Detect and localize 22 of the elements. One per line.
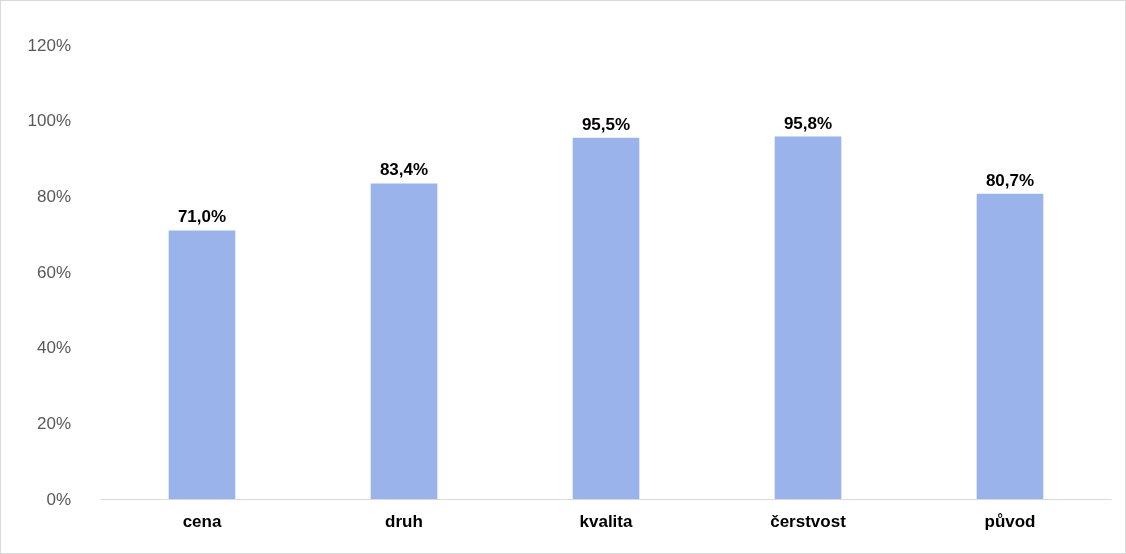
y-tick-label: 40%	[36, 338, 71, 358]
y-tick-label: 60%	[36, 262, 71, 282]
bar	[774, 136, 842, 499]
x-tick-label: čerstvost	[770, 512, 847, 531]
y-tick-label: 80%	[36, 186, 71, 206]
bar	[572, 137, 640, 499]
data-label: 71,0%	[177, 207, 227, 227]
data-label: 83,4%	[379, 160, 429, 180]
bar	[168, 230, 236, 499]
y-tick-label: 20%	[36, 413, 71, 433]
y-tick-label: 120%	[27, 35, 71, 55]
x-tick-label: původ	[984, 512, 1036, 531]
y-tick-label: 100%	[27, 111, 71, 131]
data-label: 95,8%	[783, 113, 833, 133]
bar	[370, 183, 438, 499]
bar	[976, 193, 1044, 499]
x-tick-label: druh	[385, 512, 423, 531]
y-tick-label: 0%	[46, 489, 71, 509]
data-label: 80,7%	[985, 170, 1035, 190]
data-label: 95,5%	[581, 114, 631, 134]
x-tick-label: cena	[182, 512, 222, 531]
x-tick-label: kvalita	[579, 512, 633, 531]
